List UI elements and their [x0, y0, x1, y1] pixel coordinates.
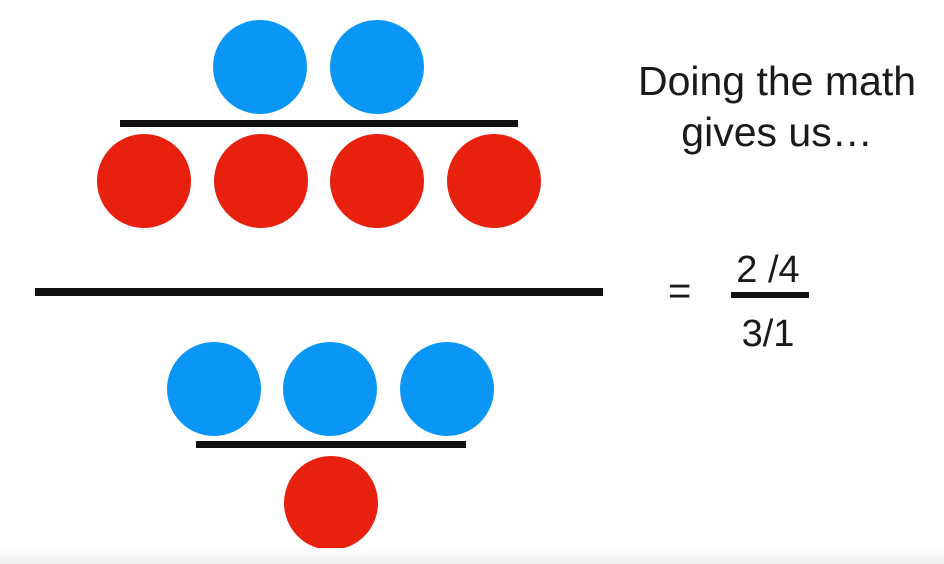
top-fraction-bar [120, 120, 518, 127]
caption: Doing the math gives us… [610, 56, 944, 158]
bottom-shade [0, 548, 944, 564]
red-circle [97, 134, 191, 228]
blue-circle [330, 20, 424, 114]
red-circle [284, 456, 378, 550]
red-circle [447, 134, 541, 228]
caption-line-1: Doing the math [637, 58, 917, 104]
result-fraction-bar [731, 292, 809, 298]
blue-circle [400, 342, 494, 436]
main-fraction-bar [35, 288, 603, 296]
bottom-fraction-bar [196, 441, 466, 448]
result-denominator: 3/1 [741, 313, 795, 355]
red-circle [214, 134, 308, 228]
blue-circle [213, 20, 307, 114]
red-circle [330, 134, 424, 228]
result-numerator: 2 /4 [736, 249, 800, 291]
blue-circle [283, 342, 377, 436]
equals-sign: = [668, 269, 692, 313]
caption-line-2: gives us… [681, 109, 873, 155]
blue-circle [167, 342, 261, 436]
